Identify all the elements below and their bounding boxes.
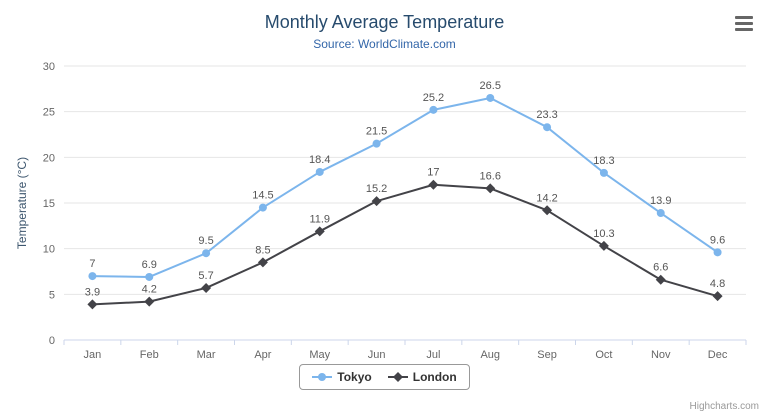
data-point-marker[interactable] [486,93,495,102]
y-tick-label: 5 [49,289,55,301]
data-label: 9.5 [198,235,213,247]
data-label: 14.5 [252,190,273,202]
data-point-marker[interactable] [599,168,608,177]
y-tick-label: 0 [49,335,55,347]
data-label: 9.6 [710,234,725,246]
data-label: 5.7 [198,270,213,282]
data-label: 13.9 [650,195,671,207]
x-tick-label: Jul [426,349,440,361]
data-label: 17 [427,167,439,179]
x-tick-label: Oct [595,349,612,361]
data-point-marker[interactable] [713,248,722,257]
x-tick-label: Apr [254,349,271,361]
data-point-marker[interactable] [88,272,97,281]
data-label: 6.9 [142,259,157,271]
hamburger-menu-icon[interactable] [731,12,757,34]
data-point-marker[interactable] [257,257,268,268]
x-tick-label: Sep [537,349,557,361]
legend-circle-marker [318,373,327,381]
y-tick-label: 30 [43,61,55,73]
y-tick-label: 20 [43,152,55,164]
y-tick-label: 10 [43,244,55,256]
data-point-marker[interactable] [314,226,325,237]
data-point-marker[interactable] [145,272,154,281]
chart-subtitle: Source: WorldClimate.com [313,37,456,51]
x-tick-label: Jun [368,349,386,361]
data-label: 21.5 [366,126,387,138]
data-point-marker[interactable] [543,123,552,132]
data-label: 3.9 [85,286,100,298]
data-label: 26.5 [480,80,501,92]
data-label: 23.3 [536,109,557,121]
data-label: 10.3 [593,228,614,240]
series-line-london [92,183,718,306]
data-point-marker[interactable] [656,209,665,218]
y-tick-label: 15 [43,198,55,210]
london-legend-marker-icon [387,372,408,382]
x-tick-label: Nov [651,349,671,361]
data-label: 8.5 [255,244,270,256]
x-tick-label: Mar [197,349,216,361]
data-point-marker[interactable] [201,282,212,293]
credits-link[interactable]: Highcharts.com [689,401,759,412]
legend-box: Tokyo London [299,364,470,390]
data-label: 16.6 [480,170,501,182]
data-label: 14.2 [536,192,557,204]
x-tick-label: Aug [480,349,500,361]
series-line-tokyo [92,96,719,278]
x-tick-label: Jan [84,349,102,361]
legend-label: London [412,370,457,384]
data-point-marker[interactable] [429,105,438,114]
data-label: 15.2 [366,183,387,195]
data-label: 25.2 [423,92,444,104]
data-label: 18.4 [309,154,330,166]
legend-diamond-marker [392,372,403,382]
data-point-marker[interactable] [87,299,98,310]
data-label: 7 [89,258,95,270]
x-tick-label: Feb [140,349,159,361]
data-label: 6.6 [653,262,668,274]
legend-item-london[interactable]: London [387,370,457,384]
data-point-marker[interactable] [372,139,381,148]
data-point-marker[interactable] [371,196,382,207]
legend-item-tokyo[interactable]: Tokyo [312,370,372,384]
legend-label: Tokyo [337,370,372,384]
data-point-marker[interactable] [315,167,324,176]
tokyo-legend-marker-icon [312,373,333,381]
data-point-marker[interactable] [598,240,609,251]
data-label: 11.9 [309,213,330,225]
x-tick-label: Dec [708,349,728,361]
chart-title: Monthly Average Temperature [264,12,505,32]
data-point-marker[interactable] [428,179,439,190]
hamburger-bar [735,15,753,19]
data-label: 4.2 [142,284,157,296]
data-point-marker[interactable] [655,274,666,285]
x-tick-label: May [309,349,330,361]
data-point-marker[interactable] [542,205,553,216]
data-point-marker[interactable] [202,249,211,258]
data-point-marker[interactable] [712,291,723,302]
data-point-marker[interactable] [258,203,267,212]
y-tick-label: 25 [43,107,55,119]
data-label: 18.3 [593,155,614,167]
hamburger-bar [735,21,753,25]
legend: Tokyo London [0,364,769,390]
data-point-marker[interactable] [144,296,155,307]
hamburger-bar [735,27,753,31]
data-point-marker[interactable] [485,183,496,194]
data-label: 4.8 [710,278,725,290]
